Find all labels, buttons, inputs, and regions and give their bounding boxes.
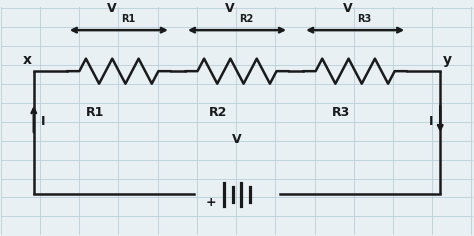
Text: V: V [232,133,242,146]
Text: R2: R2 [209,106,228,119]
Text: V: V [343,2,353,15]
Text: x: x [22,53,31,67]
Text: R3: R3 [357,14,372,25]
Text: +: + [206,196,216,209]
Text: y: y [443,53,452,67]
Text: I: I [428,115,433,128]
Text: V: V [107,2,117,15]
Text: R1: R1 [121,14,136,25]
Text: R1: R1 [86,106,104,119]
Text: R2: R2 [239,14,254,25]
Text: I: I [41,115,46,128]
Text: R3: R3 [332,106,350,119]
Text: V: V [225,2,235,15]
